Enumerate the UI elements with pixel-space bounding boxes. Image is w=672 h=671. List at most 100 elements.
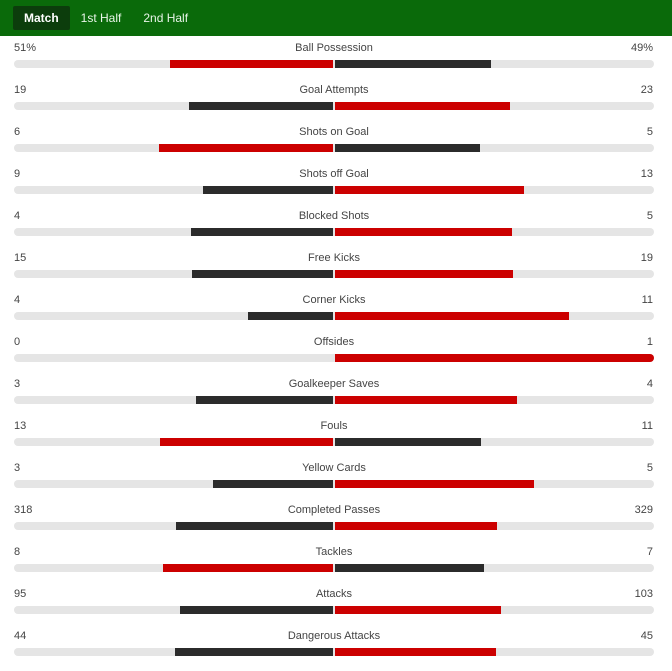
home-value: 4 <box>14 294 21 306</box>
home-value: 95 <box>14 588 27 600</box>
away-value: 13 <box>640 168 653 180</box>
home-bar <box>191 228 333 236</box>
away-bar <box>335 312 569 320</box>
stat-row: 3 Yellow Cards 5 <box>0 456 672 498</box>
stat-label: Tackles <box>315 546 353 558</box>
stat-label: Shots on Goal <box>299 126 369 138</box>
stat-bar-track <box>14 648 654 656</box>
stat-label: Dangerous Attacks <box>287 630 381 642</box>
home-bar <box>176 522 333 530</box>
away-value: 11 <box>641 420 653 432</box>
period-tabs: Match 1st Half 2nd Half <box>0 0 672 36</box>
home-value: 19 <box>14 84 27 96</box>
home-value: 8 <box>14 546 21 558</box>
home-bar <box>160 438 333 446</box>
stat-row: 19 Goal Attempts 23 <box>0 78 672 120</box>
stat-label: Shots off Goal <box>299 168 369 180</box>
stat-label: Blocked Shots <box>298 210 370 222</box>
home-bar <box>175 648 333 656</box>
stat-label: Goalkeeper Saves <box>288 378 380 390</box>
stat-label: Goal Attempts <box>299 84 369 96</box>
stat-bar-track <box>14 522 654 530</box>
home-value: 318 <box>14 504 33 516</box>
stat-bar-track <box>14 144 654 152</box>
home-bar <box>196 396 333 404</box>
home-bar <box>188 102 333 110</box>
away-value: 329 <box>634 504 653 516</box>
away-value: 49% <box>630 42 653 54</box>
away-value: 19 <box>640 252 653 264</box>
home-value: 6 <box>14 126 21 138</box>
stat-label: Attacks <box>315 588 353 600</box>
away-bar <box>335 144 480 152</box>
stat-row: 95 Attacks 103 <box>0 582 672 624</box>
home-bar <box>202 186 333 194</box>
stat-bar-track <box>14 312 654 320</box>
stat-row: 8 Tackles 7 <box>0 540 672 582</box>
away-bar <box>335 60 492 68</box>
home-value: 15 <box>14 252 27 264</box>
stat-bar-track <box>14 102 654 110</box>
away-bar <box>335 102 510 110</box>
stat-bar-track <box>14 480 654 488</box>
stat-bar-track <box>14 606 654 614</box>
stat-bar-track <box>14 396 654 404</box>
stat-bar-track <box>14 564 654 572</box>
home-bar <box>162 564 333 572</box>
away-value: 23 <box>640 84 653 96</box>
home-value: 3 <box>14 378 21 390</box>
away-bar <box>335 186 524 194</box>
away-value: 7 <box>646 546 653 558</box>
home-bar <box>170 60 333 68</box>
home-bar <box>159 144 333 152</box>
stat-row: 318 Completed Passes 329 <box>0 498 672 540</box>
away-bar <box>335 270 514 278</box>
tab-match[interactable]: Match <box>13 6 70 30</box>
stat-row: 13 Fouls 11 <box>0 414 672 456</box>
away-value: 45 <box>640 630 653 642</box>
away-value: 1 <box>646 336 653 348</box>
stat-bar-track <box>14 228 654 236</box>
away-value: 5 <box>646 126 653 138</box>
home-bar <box>192 270 333 278</box>
stat-label: Yellow Cards <box>302 462 366 474</box>
away-bar <box>335 354 654 362</box>
away-bar <box>335 480 535 488</box>
home-value: 9 <box>14 168 21 180</box>
away-value: 5 <box>646 210 653 222</box>
stat-label: Fouls <box>320 420 348 432</box>
stat-row: 44 Dangerous Attacks 45 <box>0 624 672 666</box>
stat-row: 9 Shots off Goal 13 <box>0 162 672 204</box>
tab-1st-half[interactable]: 1st Half <box>80 11 122 25</box>
away-bar <box>335 396 518 404</box>
home-value: 0 <box>14 336 21 348</box>
stat-row: 4 Corner Kicks 11 <box>0 288 672 330</box>
away-value: 4 <box>646 378 653 390</box>
stat-row: 4 Blocked Shots 5 <box>0 204 672 246</box>
home-value: 51% <box>14 42 37 54</box>
stat-label: Completed Passes <box>287 504 381 516</box>
home-bar <box>213 480 333 488</box>
home-value: 4 <box>14 210 21 222</box>
home-value: 13 <box>14 420 27 432</box>
away-bar <box>335 564 484 572</box>
home-value: 3 <box>14 462 21 474</box>
stat-label: Free Kicks <box>308 252 360 264</box>
stat-row: 3 Goalkeeper Saves 4 <box>0 372 672 414</box>
away-value: 11 <box>641 294 653 306</box>
away-value: 5 <box>646 462 653 474</box>
tab-2nd-half[interactable]: 2nd Half <box>143 11 189 25</box>
home-bar <box>179 606 333 614</box>
stat-label: Corner Kicks <box>302 294 366 306</box>
away-bar <box>335 228 513 236</box>
stat-label: Ball Possession <box>295 42 373 54</box>
home-value: 44 <box>14 630 27 642</box>
stat-bar-track <box>14 270 654 278</box>
away-bar <box>335 606 501 614</box>
home-bar <box>247 312 333 320</box>
away-bar <box>335 438 482 446</box>
stat-row: 0 Offsides 1 <box>0 330 672 372</box>
stat-bar-track <box>14 186 654 194</box>
away-bar <box>335 648 497 656</box>
stat-row: 6 Shots on Goal 5 <box>0 120 672 162</box>
